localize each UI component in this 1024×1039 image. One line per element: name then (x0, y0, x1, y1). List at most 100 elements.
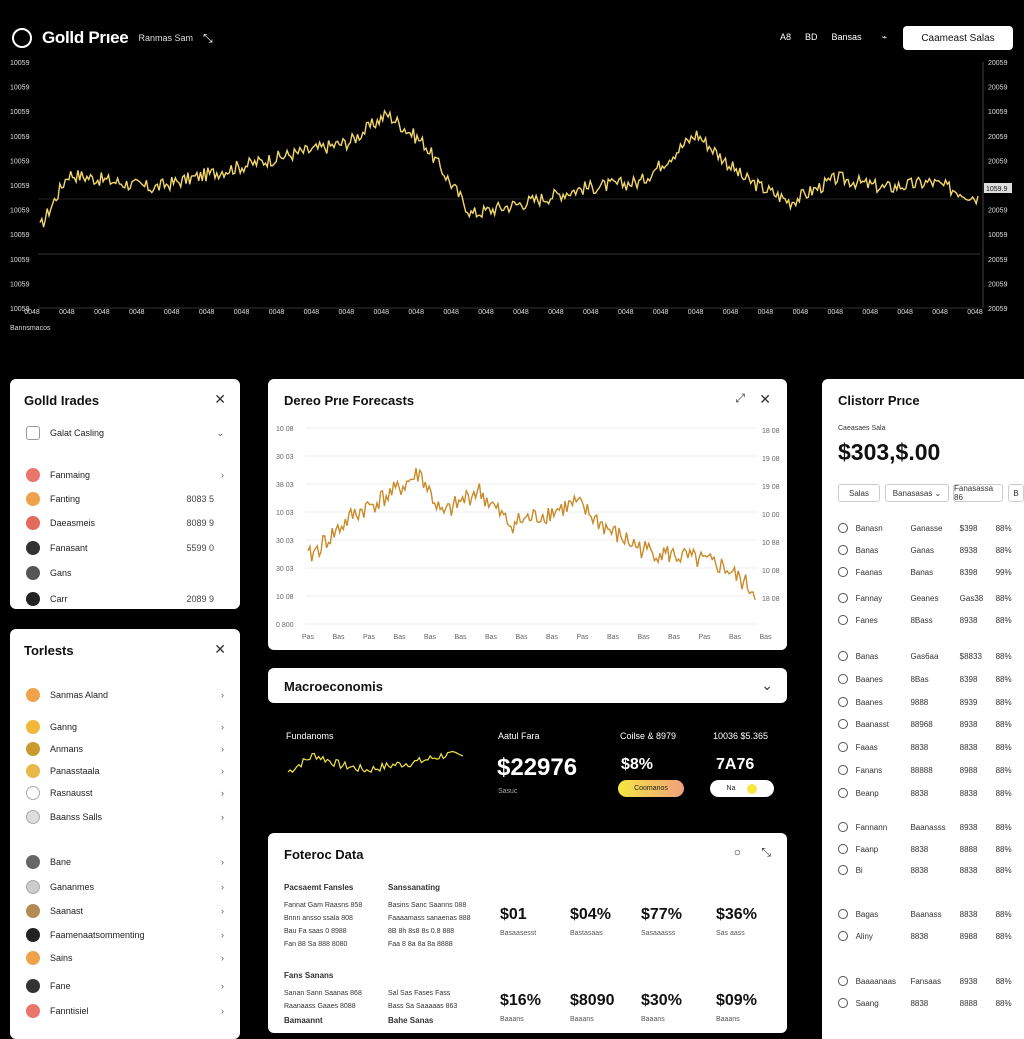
price-cell: 88% (995, 844, 1012, 854)
fc-y-tick-left: 10 03 (276, 510, 294, 517)
price-row[interactable]: Bagas Baanass 8838 88% (838, 906, 1024, 922)
price-row[interactable]: Fannann Baanasss 8938 88% (838, 819, 1024, 835)
y-tick-left: 10059 (10, 109, 30, 116)
forecast-row[interactable]: Rasnausst › (26, 782, 224, 804)
asset-icon (26, 1004, 40, 1018)
price-cell: 99% (995, 567, 1012, 577)
chevron-down-icon[interactable]: ⌄ (761, 677, 773, 693)
asset-icon (26, 764, 40, 778)
trade-value: 8083 5 (186, 494, 214, 504)
close-icon[interactable]: ✕ (214, 641, 226, 657)
chevron-right-icon: › (221, 1006, 224, 1016)
price-row[interactable]: Faanas Banas 8398 99% (838, 564, 1024, 580)
trade-row[interactable]: Carr 2089 9 (26, 588, 224, 610)
forecast-label: Bane (50, 857, 72, 867)
price-row[interactable]: Bi 8838 8838 88% (838, 862, 1024, 878)
x-tick: 0048 (339, 309, 355, 316)
price-row[interactable]: Baanasst 88968 8938 88% (838, 716, 1024, 732)
forecast-row[interactable]: Sanmas Aland › (26, 684, 224, 706)
forecast-row[interactable]: Faamenaatsommenting › (26, 924, 224, 946)
x-tick: 0048 (408, 309, 424, 316)
forecast-row[interactable]: Anmans › (26, 738, 224, 760)
price-row[interactable]: Baanes 9888 8939 88% (838, 694, 1024, 710)
x-tick: 0048 (513, 309, 529, 316)
close-icon[interactable]: ✕ (759, 391, 771, 407)
price-row[interactable]: Banas Gas6aa $8833 88% (838, 648, 1024, 664)
price-cell: Ganasse (910, 523, 943, 533)
asset-icon (26, 979, 40, 993)
forecast-row[interactable]: Sains › (26, 947, 224, 969)
minimize-icon[interactable]: ⤡ (761, 845, 771, 859)
price-row[interactable]: Fannay Geanes Gas38 88% (838, 590, 1024, 606)
expand-icon[interactable]: ⤢ (735, 391, 745, 405)
forecast-data-card: Foteroc Data ○ ⤡ Pacsaemt Fansles Fannat… (268, 833, 787, 1033)
tab-4[interactable]: B (1008, 484, 1024, 502)
forecast-row[interactable]: Fanntisiel › (26, 1000, 224, 1022)
price-row[interactable]: Fanans 88888 8988 88% (838, 762, 1024, 778)
tab-3[interactable]: Fanasassa 86 (953, 484, 1003, 502)
nav-item-3[interactable]: Bansas (831, 32, 862, 42)
trade-row[interactable]: Daeasmeis 8089 9 (26, 512, 224, 534)
price-row[interactable]: Faanp 8838 8888 88% (838, 841, 1024, 857)
asset-icon (838, 593, 848, 603)
top-bar: Golld Prıee Ranmas Sam ⤡ A8 BD Bansas ⌁ … (0, 0, 1024, 56)
tab-1[interactable]: Salas (838, 484, 880, 502)
trade-row[interactable]: Gans (26, 562, 224, 584)
trade-row[interactable]: Fanasant 5599 0 (26, 537, 224, 559)
asset-icon (838, 909, 848, 919)
circle-icon[interactable]: ○ (733, 845, 741, 859)
price-cell: Baanes (855, 674, 883, 684)
asset-icon (26, 928, 40, 942)
asset-icon (26, 855, 40, 869)
price-cell: 8838 (959, 788, 978, 798)
asset-icon (838, 788, 848, 798)
trade-row[interactable]: Fanmaing › (26, 464, 224, 486)
forecast-row[interactable]: Bane › (26, 851, 224, 873)
y-tick-right: 20059 (988, 281, 1008, 288)
forecast-row[interactable]: Saanast › (26, 900, 224, 922)
price-row[interactable]: Fanes 8Bass 8938 88% (838, 612, 1024, 628)
trade-row[interactable]: Fanting 8083 5 (26, 488, 224, 510)
price-row[interactable]: Beanp 8838 8838 88% (838, 785, 1024, 801)
forecast-label: Ganng (50, 722, 78, 732)
top-nav: A8 BD Bansas ⌁ (780, 32, 887, 43)
price-row[interactable]: Baanes 8Bas 8398 88% (838, 671, 1024, 687)
y-tick-left: 10059 (10, 306, 30, 313)
forecast-row[interactable]: Panasstaala › (26, 760, 224, 782)
forecast-row[interactable]: Fane › (26, 975, 224, 997)
forecast-row[interactable]: Gananmes › (26, 876, 224, 898)
rate-toggle[interactable]: Na (710, 780, 774, 797)
col2-line: Basins Sanc Saanns 088 (388, 902, 467, 909)
nav-item-1[interactable]: A8 (780, 32, 792, 42)
pin-icon[interactable]: ⤡ (202, 30, 213, 45)
macroeconomics-header[interactable]: Macroeconomis ⌄ (268, 668, 787, 703)
forecast-row[interactable]: Baanss Salls › (26, 806, 224, 828)
trade-value: 2089 9 (186, 594, 214, 604)
price-row[interactable]: Banasn Ganasse $398 88% (838, 520, 1024, 536)
compare-button[interactable]: Coomanos (618, 780, 684, 797)
fc-y-tick-left: 10 08 (276, 426, 294, 433)
chevron-right-icon: › (221, 953, 224, 963)
connect-button[interactable]: Caameast Salas (903, 26, 1013, 50)
price-row[interactable]: Faaas 8838 8838 88% (838, 739, 1024, 755)
price-row[interactable]: Baaaanaas Fansaas 8938 88% (838, 973, 1024, 989)
filter-select[interactable]: Galat Casling ⌄ (26, 422, 224, 444)
price-row[interactable]: Aliny 8838 8988 88% (838, 928, 1024, 944)
spark-label: Fundanoms (286, 731, 334, 741)
price-cell: 8938 (959, 976, 978, 986)
close-icon[interactable]: ✕ (214, 391, 226, 407)
actual-sub: Sasuc (498, 788, 518, 795)
price-row[interactable]: Saang 8838 8888 88% (838, 995, 1024, 1011)
tab-2[interactable]: Banasasas ⌄ (885, 484, 949, 502)
fc-x-tick: Bas (637, 634, 650, 641)
price-row[interactable]: Banas Ganas 8938 88% (838, 542, 1024, 558)
foot2: Bahe Sanas (388, 1016, 434, 1025)
col4-line: Bass Sa Saaaaas 863 (388, 1003, 458, 1010)
price-cell: 88968 (910, 719, 933, 729)
nav-item-2[interactable]: BD (805, 32, 818, 42)
forecast-row[interactable]: Ganng › (26, 716, 224, 738)
price-cell: 8838 (910, 844, 929, 854)
bell-icon[interactable]: ⌁ (881, 32, 887, 42)
chevron-right-icon: › (221, 470, 224, 480)
price-forecasts-title: Dereo Prıe Forecasts (284, 393, 415, 408)
